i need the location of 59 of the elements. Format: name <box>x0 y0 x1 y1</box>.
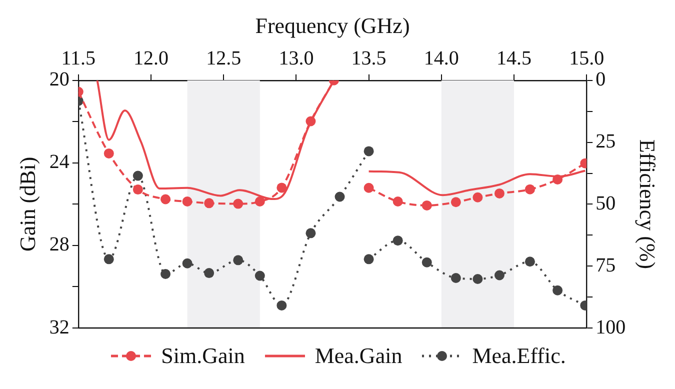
point <box>132 184 143 195</box>
point <box>552 285 563 296</box>
y-tick-label: 28 <box>49 234 70 256</box>
point <box>472 274 483 284</box>
point <box>422 200 432 210</box>
y-tick-label: 24 <box>49 151 70 174</box>
y2-tick-label: 100 <box>596 316 626 338</box>
x-tick-label: 11.5 <box>61 48 96 70</box>
y2-tick-label: 50 <box>596 192 616 214</box>
point <box>494 270 504 280</box>
point <box>494 188 504 198</box>
point <box>254 270 265 281</box>
point <box>364 182 374 193</box>
x-tick-label: 12.0 <box>134 48 168 70</box>
point <box>552 174 563 184</box>
y2-tick-label: 75 <box>596 254 616 276</box>
x-axis-title: Frequency (GHz) <box>255 12 410 38</box>
y2-tick-label: 25 <box>596 130 616 153</box>
x-tick-label: 14.5 <box>496 48 532 70</box>
point <box>392 196 403 207</box>
x-tick-label: 14.0 <box>424 48 459 70</box>
point <box>422 257 432 268</box>
point <box>160 194 171 204</box>
point <box>276 300 287 310</box>
point <box>204 198 214 208</box>
y2-tick-label: 0 <box>596 68 606 91</box>
point <box>233 255 244 266</box>
point <box>524 184 535 194</box>
point <box>524 256 535 267</box>
y-tick-label: 20 <box>49 68 70 91</box>
point <box>182 196 192 207</box>
legend-label: Mea.Effic. <box>472 343 566 369</box>
point <box>450 197 461 208</box>
point <box>334 192 345 202</box>
point <box>204 268 214 278</box>
point <box>182 258 192 268</box>
point <box>160 269 171 280</box>
point <box>104 148 114 158</box>
point <box>233 198 244 209</box>
x-tick-label: 15.0 <box>569 48 604 70</box>
point <box>306 228 316 238</box>
point <box>132 170 143 181</box>
y-axis-title: Gain (dBi) <box>14 156 40 252</box>
point <box>276 182 287 193</box>
point <box>472 192 483 202</box>
y-tick-label: 32 <box>49 316 70 338</box>
legend-label: Sim.Gain <box>161 343 245 369</box>
y2-axis-title: Efficiency (%) <box>635 139 660 270</box>
point <box>306 116 316 126</box>
point <box>104 254 114 264</box>
point <box>364 146 374 156</box>
x-tick-label: 13.5 <box>351 48 386 70</box>
point <box>392 236 403 246</box>
point <box>254 196 265 207</box>
legend-label: Mea.Gain <box>314 343 402 369</box>
x-tick-label: 12.5 <box>206 48 242 70</box>
point <box>364 254 374 264</box>
x-tick-label: 13.0 <box>278 48 314 70</box>
point <box>450 272 461 283</box>
